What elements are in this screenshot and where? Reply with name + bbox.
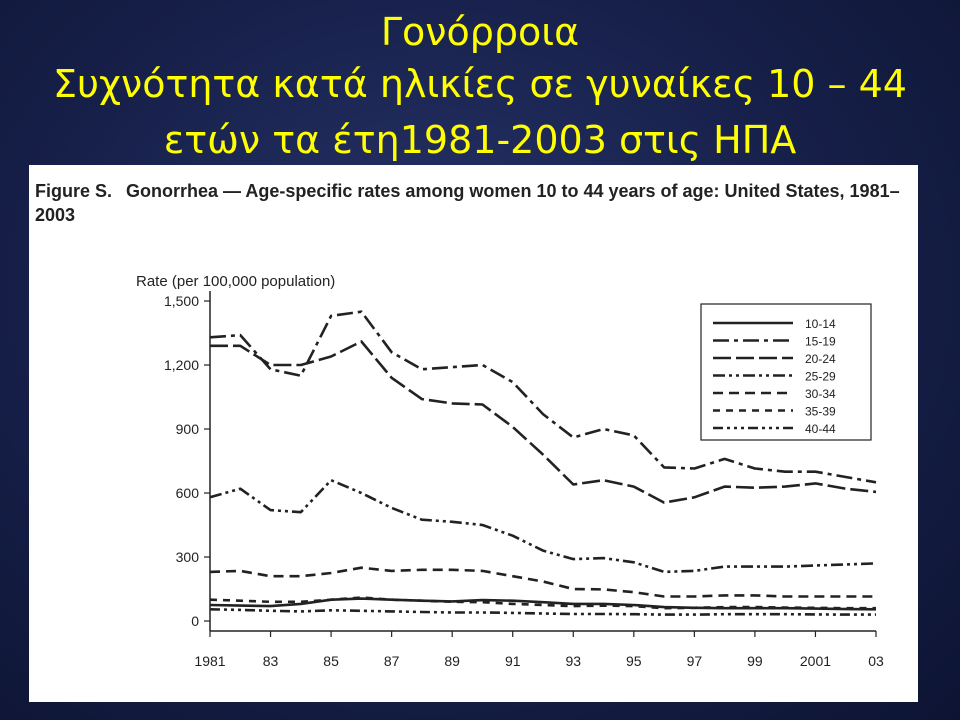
x-tick-label: 89: [444, 653, 460, 669]
x-tick-label: 99: [747, 653, 763, 669]
x-tick-label: 95: [626, 653, 642, 669]
x-tick-label: 03: [868, 653, 884, 669]
y-tick-label: 900: [176, 421, 200, 437]
y-tick-label: 1,500: [164, 293, 199, 309]
x-tick-label: 93: [565, 653, 581, 669]
legend-label: 20-24: [805, 352, 836, 366]
slide-subtitle-line-2: ετών τα έτη1981-2003 στις ΗΠΑ: [163, 118, 797, 162]
legend-box: [700, 303, 872, 441]
x-tick-label: 2001: [800, 653, 831, 669]
slide-subtitle-line-1: Συχνότητα κατά ηλικίες σε γυναίκες 10 – …: [53, 62, 907, 106]
x-tick-label: 85: [323, 653, 339, 669]
legend-label: 40-44: [805, 422, 836, 436]
legend-label: 35-39: [805, 405, 836, 419]
x-tick-label: 87: [384, 653, 400, 669]
series-line-30-34: [209, 566, 876, 598]
series-line-15-19: [209, 310, 877, 484]
legend-label: 25-29: [805, 370, 836, 384]
series-line-20-24: [210, 340, 877, 504]
series-line-10-14: [209, 597, 877, 611]
x-tick-label: 97: [687, 653, 703, 669]
x-tick-label: 91: [505, 653, 521, 669]
x-tick-label: 1981: [194, 653, 225, 669]
legend-label: 15-19: [805, 335, 836, 349]
y-axis-label: Rate (per 100,000 population): [136, 273, 335, 290]
legend-label: 10-14: [805, 317, 836, 331]
y-tick-label: 1,200: [164, 357, 199, 373]
figure-caption: Figure S. Gonorrhea — Age-specific rates …: [35, 179, 905, 227]
y-tick-label: 300: [176, 549, 200, 565]
line-chart: Rate (per 100,000 population) 0 300 600 900 1…: [136, 273, 884, 669]
series-line-25-29: [209, 478, 877, 574]
y-tick-label: 600: [176, 485, 200, 501]
y-tick-label: 0: [191, 613, 199, 629]
x-tick-label: 83: [263, 653, 279, 669]
figure-caption-text: Gonorrhea — Age-specific rates among wom…: [35, 181, 900, 225]
figure-label: Figure S.: [35, 181, 113, 201]
figure-panel: Figure S. Gonorrhea — Age-specific rates …: [29, 165, 918, 702]
series-line-40-44: [209, 608, 876, 616]
slide-title: Γονόρροια: [380, 10, 580, 54]
legend-label: 30-34: [805, 387, 836, 401]
